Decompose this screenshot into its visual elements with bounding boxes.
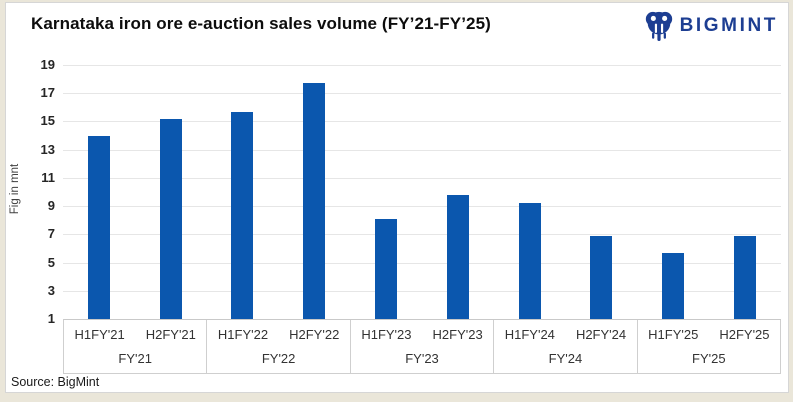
bar-slot (709, 65, 781, 319)
x-group-label: FY'21 (118, 350, 152, 366)
x-tick-label: H2FY'23 (432, 327, 483, 343)
y-tick-label: 13 (40, 141, 55, 157)
logo-wordmark: BIGMINT (679, 15, 778, 36)
bar-slot (422, 65, 494, 319)
chart-card: Karnataka iron ore e-auction sales volum… (5, 2, 789, 393)
x-group-label: FY'24 (548, 350, 583, 366)
y-tick-label: 17 (40, 85, 55, 101)
bar-slot (207, 65, 279, 319)
bar-H1FY'25 (662, 252, 685, 319)
bar-slot (135, 65, 207, 319)
x-tick-label: H2FY'21 (145, 327, 196, 343)
gridline (63, 262, 781, 264)
bar-slot (637, 65, 709, 319)
bar-slot (63, 65, 135, 319)
x-tick-label: H2FY'25 (719, 327, 770, 343)
bar-series (63, 65, 781, 319)
x-tick-label: H1FY'24 (504, 327, 555, 343)
gridline (63, 290, 781, 292)
y-tick-label: 3 (47, 282, 55, 298)
bar-slot (350, 65, 422, 319)
bar-H2FY'23 (446, 194, 469, 319)
x-tick-label: H2FY'24 (575, 327, 627, 343)
y-tick-label: 1 (47, 311, 55, 326)
gridline (63, 93, 781, 95)
bar-H2FY'25 (734, 235, 757, 319)
bar-slot (278, 65, 350, 319)
y-tick-label: 7 (47, 226, 55, 242)
bar-H1FY'22 (231, 111, 254, 319)
x-group-label: FY'25 (692, 350, 726, 366)
chart-title: Karnataka iron ore e-auction sales volum… (31, 14, 491, 33)
category-group-FY'22: H1FY'22 H2FY'22 FY'22 (207, 320, 351, 373)
category-group-FY'21: H1FY'21 H2FY'21 FY'21 (64, 320, 208, 373)
category-group-FY'23: H1FY'23 H2FY'23 FY'23 (351, 320, 495, 373)
y-tick-label: 9 (47, 198, 55, 214)
y-tick-label: 15 (40, 113, 55, 129)
source-note: Source: BigMint (11, 375, 100, 389)
bar-H2FY'21 (159, 118, 182, 319)
bar-slot (494, 65, 566, 319)
x-tick-label: H1FY'25 (648, 327, 699, 343)
y-tick-label: 19 (40, 57, 55, 72)
plot-area (63, 65, 781, 319)
bigmint-logo: BIGMINT (643, 9, 778, 43)
category-group-FY'25: H1FY'25 H2FY'25 FY'25 (638, 320, 782, 373)
gridline (63, 206, 781, 208)
gridline (63, 65, 781, 66)
elephant-icon (643, 9, 675, 43)
x-tick-label: H1FY'22 (217, 327, 269, 343)
gridline (63, 234, 781, 236)
y-tick-label: 11 (41, 169, 55, 185)
bar-H2FY'24 (590, 235, 613, 319)
bar-H2FY'22 (303, 83, 326, 319)
y-tick-label: 5 (47, 254, 55, 270)
x-tick-label: H2FY'22 (289, 327, 340, 343)
x-group-label: FY'23 (405, 350, 439, 366)
category-group-FY'24: H1FY'24 H2FY'24 FY'24 (494, 320, 638, 373)
gridline (63, 121, 781, 123)
bar-H1FY'23 (375, 218, 398, 319)
x-axis: H1FY'21 H2FY'21 FY'21 H1FY'22 H2FY'22 FY'22 H1… (63, 319, 782, 374)
x-tick-label: H1FY'21 (74, 327, 125, 343)
bar-H1FY'21 (87, 135, 110, 319)
x-tick-label: H1FY'23 (361, 327, 412, 343)
bar-slot (566, 65, 638, 319)
gridline (63, 177, 781, 179)
gridline (63, 149, 781, 151)
bar-H1FY'24 (518, 203, 541, 319)
x-group-label: FY'22 (261, 350, 296, 366)
